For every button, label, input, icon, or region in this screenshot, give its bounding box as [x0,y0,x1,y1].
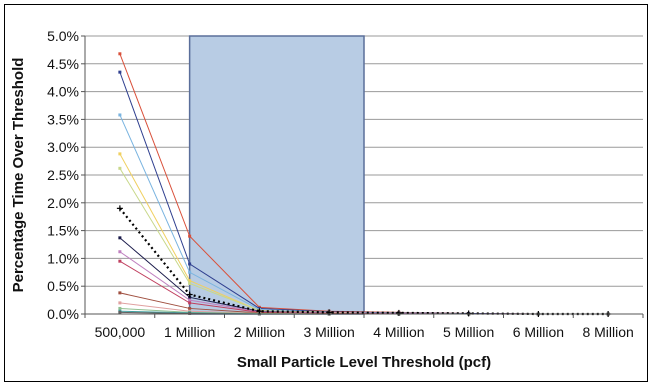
y-tick-label: 3.0% [47,139,79,155]
x-tick-label: 8 Million [582,324,633,340]
y-tick-label: 2.5% [47,167,79,183]
data-point [186,291,193,298]
data-point [118,152,122,156]
y-axis-title: Percentage Time Over Threshold [10,58,27,293]
data-point [116,205,123,212]
y-tick-labels: 0.0% 0.5% 1.0% 1.5% 2.0% 2.5% 3.0% 3.5% 4.0% 4.5%… [47,28,79,322]
data-point [118,259,122,263]
data-point [118,166,122,170]
axes [81,35,644,318]
line-chart: 0.0% 0.5% 1.0% 1.5% 2.0% 2.5% 3.0% 3.5% 4.0% 4.5%… [10,28,644,371]
y-tick-label: 2.0% [47,195,79,211]
x-tick-label: 2 Million [234,324,285,340]
highlight-region [188,35,365,315]
x-tick-label: 6 Million [513,324,564,340]
data-point [188,301,192,305]
data-point [188,270,192,274]
data-point [118,52,122,56]
x-axis-title: Small Particle Level Threshold (pcf) [237,354,491,371]
x-tick-label: 1 Million [164,324,215,340]
data-point [465,310,472,317]
data-point [188,262,192,266]
data-point [395,309,402,316]
data-point [118,70,122,74]
x-tick-label: 3 Million [303,324,354,340]
y-tick-label: 4.5% [47,56,79,72]
data-point [188,306,192,310]
data-point [118,291,122,295]
x-tick-label: 500,000 [95,324,146,340]
data-point [188,279,192,283]
data-point [118,113,122,117]
data-point [118,236,122,240]
y-tick-label: 1.5% [47,223,79,239]
data-point [188,281,192,285]
x-tick-label: 4 Million [373,324,424,340]
x-tick-label: 5 Million [443,324,494,340]
y-tick-label: 3.5% [47,111,79,127]
data-point [118,310,122,314]
y-tick-label: 0.0% [47,306,79,322]
y-tick-label: 1.0% [47,250,79,266]
chart-frame: 0.0% 0.5% 1.0% 1.5% 2.0% 2.5% 3.0% 3.5% 4.0% 4.5%… [4,4,648,382]
y-tick-label: 4.0% [47,84,79,100]
highlight-rect [188,35,365,315]
data-point [188,298,192,302]
data-point [188,234,192,238]
data-point [118,301,122,305]
data-point [256,308,263,315]
y-tick-label: 0.5% [47,278,79,294]
data-point [118,250,122,254]
y-tick-label: 5.0% [47,28,79,44]
data-point [118,306,122,310]
x-tick-labels: 500,000 1 Million 2 Million 3 Million 4 Mill… [95,324,634,340]
data-point [188,311,192,315]
